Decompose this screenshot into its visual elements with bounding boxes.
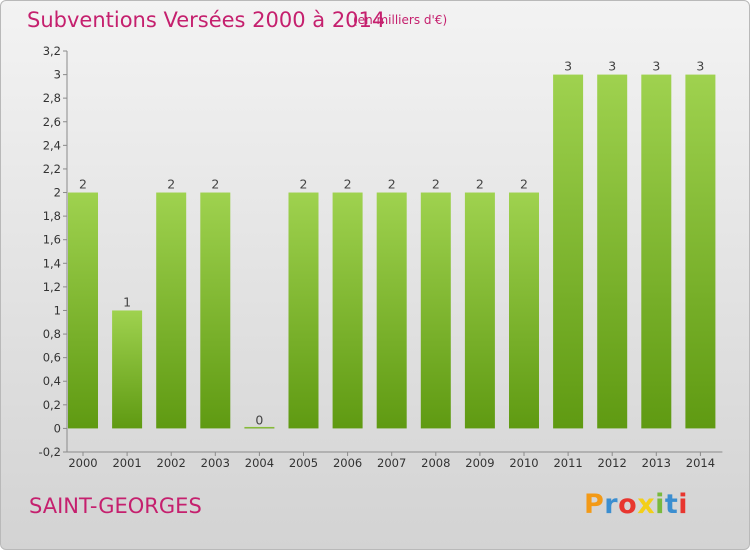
y-tick-label: 1,2 xyxy=(43,280,61,294)
x-tick-label: 2007 xyxy=(377,456,406,470)
bar-2005 xyxy=(288,192,319,429)
bar-2001 xyxy=(112,310,143,429)
value-label-2010: 2 xyxy=(520,177,528,192)
y-tick-label: 3 xyxy=(54,68,61,82)
value-label-2002: 2 xyxy=(167,177,175,192)
x-tick-label: 2002 xyxy=(157,456,186,470)
y-tick-label: 2,2 xyxy=(43,162,61,176)
bars xyxy=(68,74,716,429)
bar-2013 xyxy=(641,74,672,429)
bar-2011 xyxy=(553,74,584,429)
x-tick-label: 2003 xyxy=(201,456,230,470)
x-tick-label: 2012 xyxy=(598,456,627,470)
value-label-2003: 2 xyxy=(211,177,219,192)
value-label-2001: 1 xyxy=(123,294,131,309)
x-tick-label: 2006 xyxy=(333,456,362,470)
bar-2004 xyxy=(244,426,275,429)
axes: -0,2 0 0,2 0,4 0,6 0,8 1 1,2 1,4 1,6 1,8 2 2,2 2,4 2,6… xyxy=(39,44,723,470)
y-tick-label: -0,2 xyxy=(39,445,61,459)
value-label-2005: 2 xyxy=(300,177,308,192)
value-label-2014: 3 xyxy=(696,59,704,74)
proxiti-logo: Proxiti xyxy=(584,489,689,520)
y-tick-label: 1 xyxy=(54,303,61,317)
x-tick-label: 2004 xyxy=(245,456,274,470)
value-label-2006: 2 xyxy=(344,177,352,192)
y-tick-label: 2,8 xyxy=(43,91,61,105)
value-label-2008: 2 xyxy=(432,177,440,192)
x-tick-label: 2014 xyxy=(686,456,715,470)
value-label-2000: 2 xyxy=(79,177,87,192)
x-tick-label: 2013 xyxy=(642,456,671,470)
y-tick-label: 0,6 xyxy=(43,351,61,365)
bar-2007 xyxy=(376,192,407,429)
x-tick-label: 2011 xyxy=(553,456,582,470)
y-tick-label: 2 xyxy=(54,186,61,200)
data-labels: 2 1 2 2 0 2 2 2 2 2 2 3 3 3 3 xyxy=(79,59,704,428)
bar-2002 xyxy=(156,192,187,429)
x-tick-label: 2000 xyxy=(68,456,97,470)
x-tick-label: 2010 xyxy=(509,456,538,470)
y-tick-label: 0,8 xyxy=(43,327,61,341)
x-tick-label: 2005 xyxy=(289,456,318,470)
value-label-2013: 3 xyxy=(652,59,660,74)
unit-note: (en milliers d'€) xyxy=(353,13,448,27)
bar-2012 xyxy=(597,74,628,429)
y-tick-label: 0,4 xyxy=(43,374,61,388)
bar-2009 xyxy=(464,192,495,429)
bar-2000 xyxy=(68,192,98,429)
y-tick-label: 1,6 xyxy=(43,233,61,247)
y-tick-label: 2,4 xyxy=(43,138,61,152)
bar-2003 xyxy=(200,192,231,429)
bar-2010 xyxy=(509,192,539,429)
bar-2008 xyxy=(420,192,451,429)
x-tick-label: 2001 xyxy=(112,456,141,470)
value-label-2004: 0 xyxy=(255,412,263,427)
value-label-2007: 2 xyxy=(388,177,396,192)
y-tick-label: 0,2 xyxy=(43,398,61,412)
chart-title: Subventions Versées 2000 à 2014 xyxy=(27,8,386,32)
x-tick-label: 2009 xyxy=(465,456,494,470)
y-tick-label: 3,2 xyxy=(43,44,61,58)
y-tick-label: 2,6 xyxy=(43,115,61,129)
y-tick-label: 1,8 xyxy=(43,209,61,223)
value-label-2009: 2 xyxy=(476,177,484,192)
value-label-2012: 3 xyxy=(608,59,616,74)
y-tick-label: 0 xyxy=(54,421,61,435)
y-tick-label: 1,4 xyxy=(43,256,61,270)
bar-2006 xyxy=(332,192,363,429)
commune-name: SAINT-GEORGES xyxy=(29,494,202,518)
value-label-2011: 3 xyxy=(564,59,572,74)
bar-2014 xyxy=(685,74,716,429)
x-tick-label: 2008 xyxy=(421,456,450,470)
